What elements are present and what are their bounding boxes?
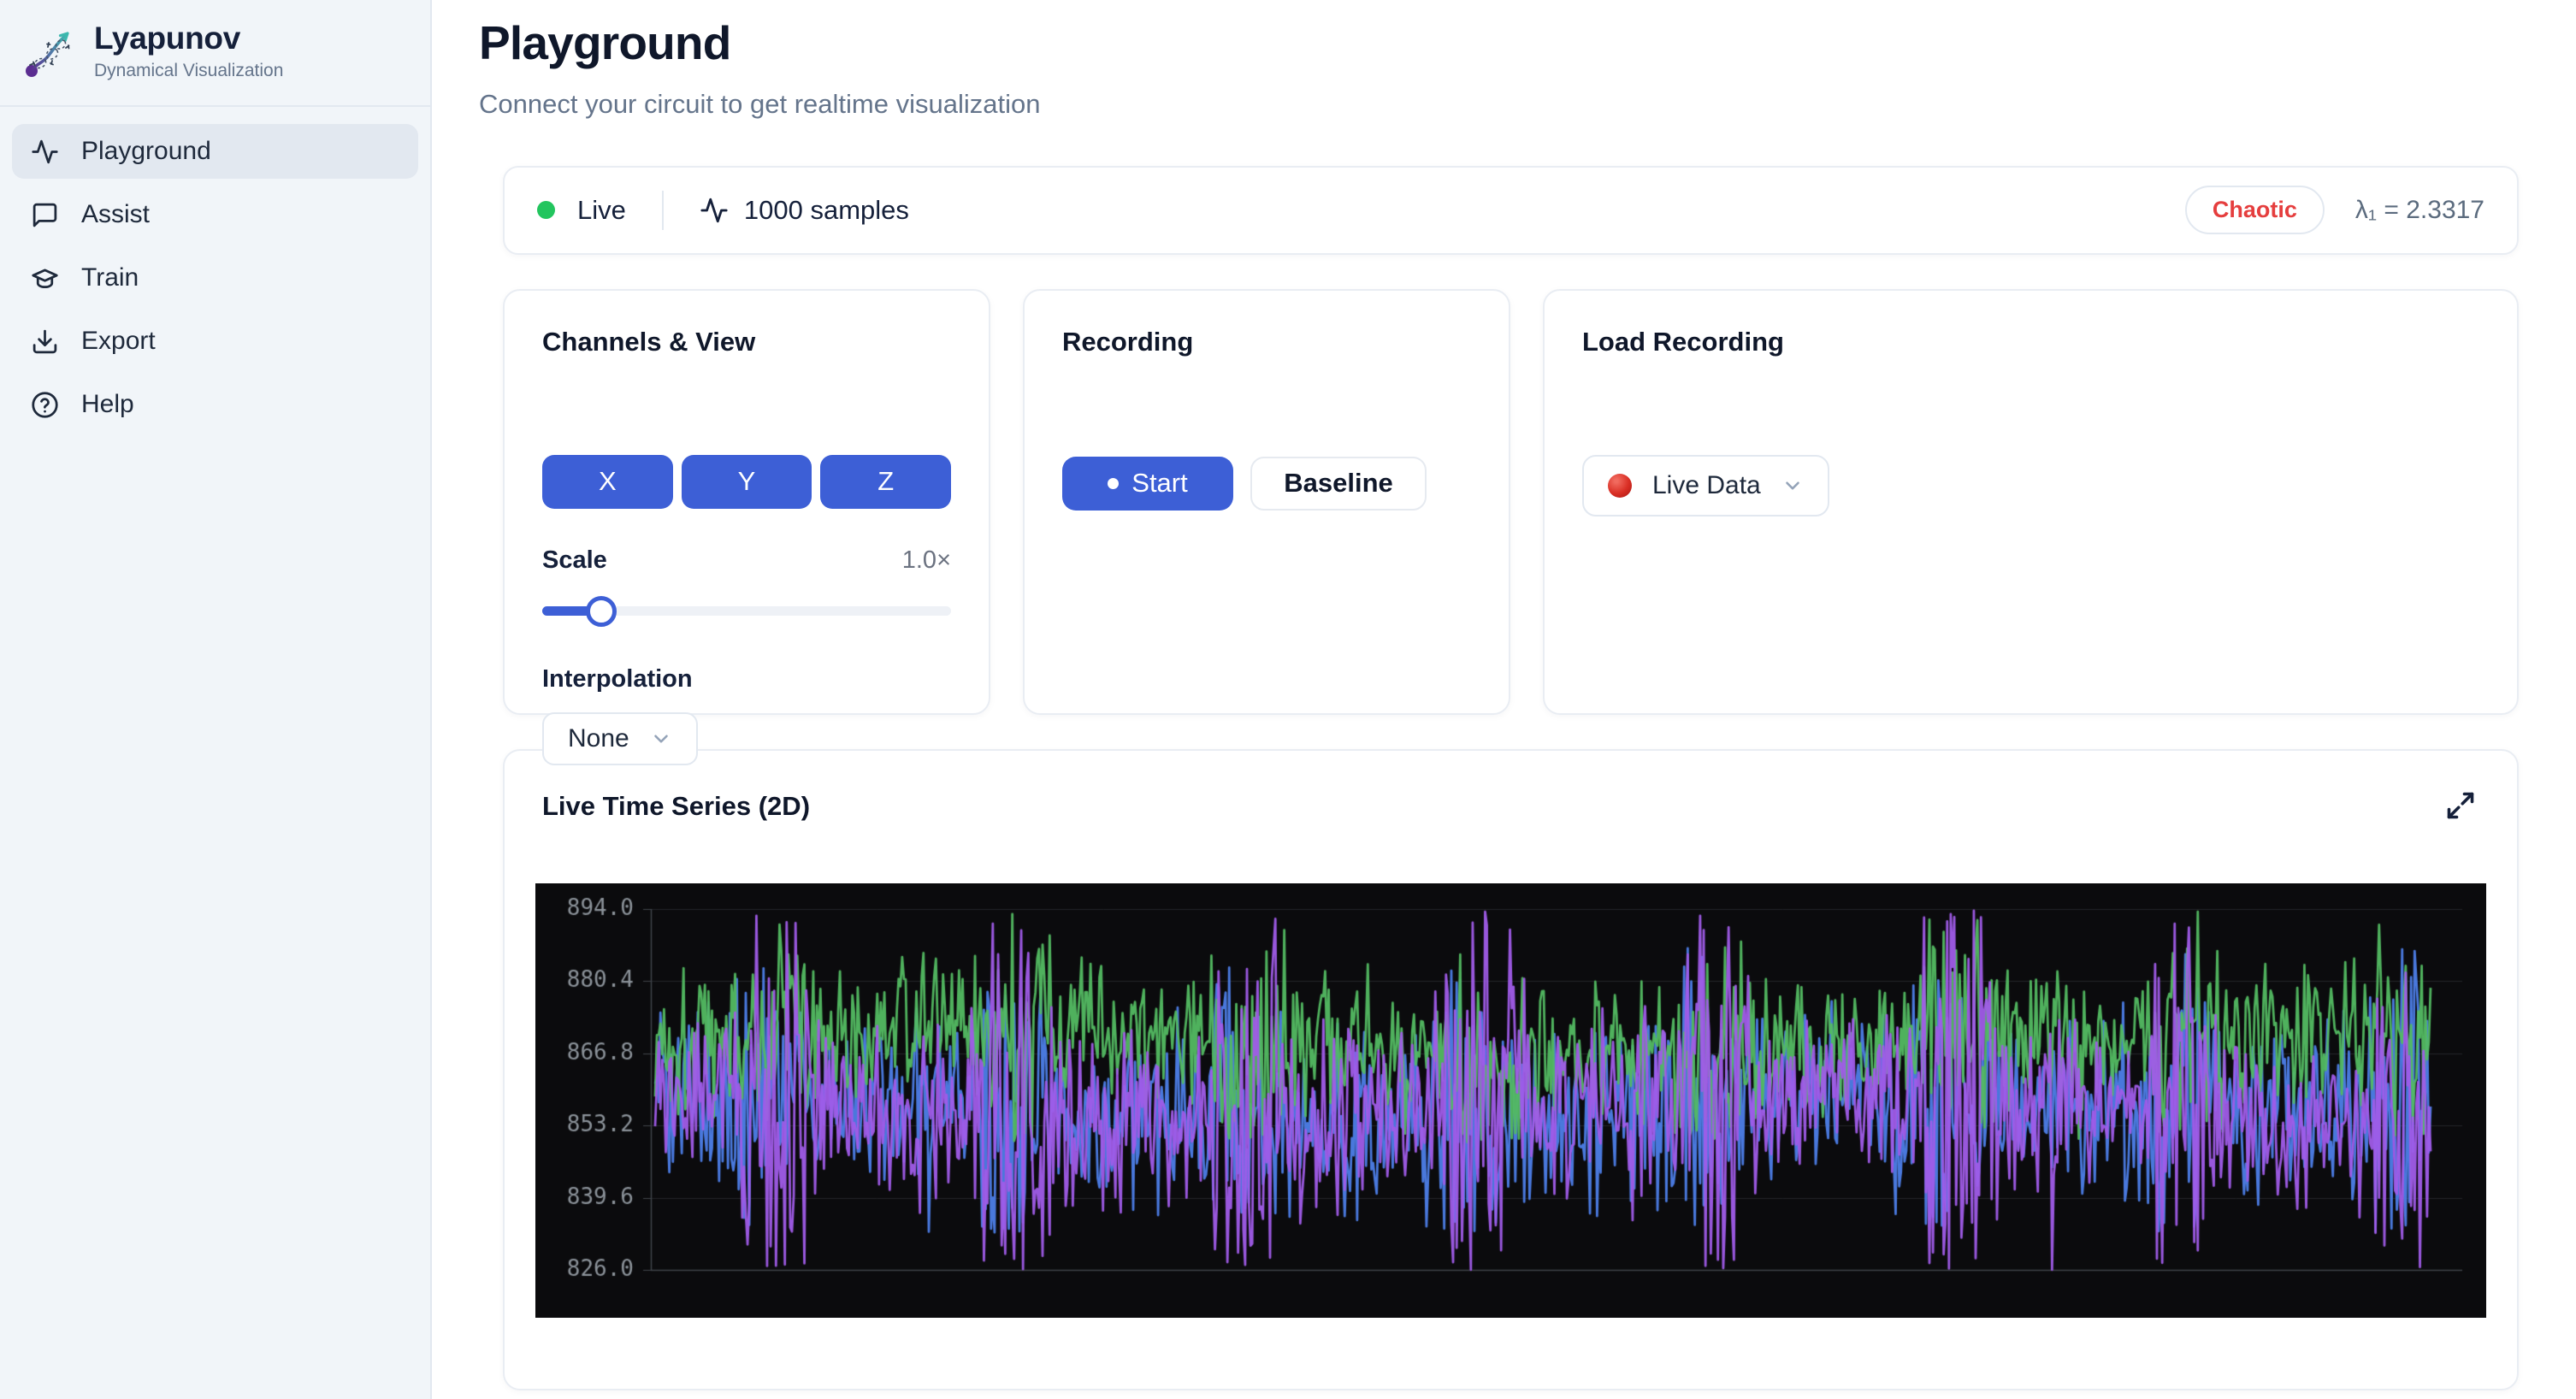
page-subtitle: Connect your circuit to get realtime vis… [479, 88, 1041, 119]
app-name: Lyapunov [94, 21, 240, 56]
sidebar-item-help[interactable]: Help [12, 377, 418, 432]
card-title: Recording [1062, 326, 1194, 357]
help-circle-icon [32, 391, 58, 418]
sidebar-item-label: Export [81, 327, 156, 355]
record-dot-icon [1108, 477, 1120, 489]
scale-value: 1.0× [901, 546, 951, 574]
sidebar-item-export[interactable]: Export [12, 314, 418, 369]
sidebar-item-label: Train [81, 263, 139, 292]
red-circle-icon [1608, 473, 1632, 498]
sidebar-item-label: Help [81, 390, 134, 418]
slider-thumb[interactable] [586, 595, 617, 627]
activity-icon [32, 139, 58, 163]
live-dot-icon [537, 201, 555, 220]
message-icon [32, 203, 57, 227]
start-label: Start [1131, 468, 1188, 499]
start-recording-button[interactable]: Start [1062, 456, 1233, 511]
samples-label: 1000 samples [743, 194, 909, 225]
main-content: Playground Connect your circuit to get r… [432, 0, 2576, 1399]
sidebar: Lyapunov Dynamical Visualization Playgro… [0, 0, 432, 1399]
chart-title: Live Time Series (2D) [542, 791, 811, 822]
control-cards-row: Channels & View X Y Z Scale 1.0× Interpo… [503, 288, 2519, 765]
interpolation-value: None [568, 723, 629, 753]
scale-label: Scale [542, 546, 607, 574]
card-title: Load Recording [1582, 326, 1784, 357]
interpolation-label: Interpolation [542, 664, 693, 693]
channel-x-button[interactable]: X [542, 454, 673, 509]
live-label: Live [577, 194, 626, 225]
samples-status: 1000 samples [700, 195, 909, 226]
chart-surface [535, 882, 2486, 1318]
scale-slider [542, 595, 951, 627]
activity-icon [700, 198, 728, 222]
baseline-button[interactable]: Baseline [1250, 456, 1427, 511]
load-recording-card: Load Recording Live Data [1543, 288, 2519, 715]
download-icon [32, 329, 57, 353]
graduation-cap-icon [32, 269, 58, 288]
chevron-down-icon [653, 735, 668, 743]
time-series-card: Live Time Series (2D) [503, 748, 2519, 1390]
lyapunov-exponent: λ₁ = 2.3317 [2354, 195, 2484, 224]
divider [661, 190, 664, 230]
sidebar-nav: Playground Assist Train Export Help [0, 107, 430, 449]
chart-header: Live Time Series (2D) [535, 787, 2486, 827]
sidebar-item-train[interactable]: Train [12, 251, 418, 305]
content-area: Live 1000 samples Chaotic λ₁ = 2.3317 Ch… [503, 165, 2519, 1390]
card-title: Channels & View [542, 326, 756, 357]
logo-trajectory-icon [26, 31, 70, 77]
recording-card: Recording Start Baseline [1023, 288, 1510, 715]
time-series-chart [535, 882, 2486, 1318]
interpolation-select[interactable]: None [542, 711, 698, 765]
sidebar-item-playground[interactable]: Playground [12, 124, 418, 179]
slider-track[interactable] [542, 605, 951, 616]
brand-text: Lyapunov Dynamical Visualization [94, 21, 283, 81]
channel-toggle-group: X Y Z [542, 454, 952, 509]
channels-view-card: Channels & View X Y Z Scale 1.0× Interpo… [503, 288, 990, 765]
brand: Lyapunov Dynamical Visualization [0, 0, 430, 107]
status-left: Live 1000 samples [537, 190, 909, 230]
status-bar: Live 1000 samples Chaotic λ₁ = 2.3317 [503, 165, 2519, 255]
recording-buttons: Start Baseline [1062, 456, 1471, 511]
sidebar-item-label: Assist [81, 200, 151, 228]
scale-row: Scale 1.0× [542, 546, 951, 575]
sidebar-item-assist[interactable]: Assist [12, 187, 418, 242]
regime-badge: Chaotic [2184, 186, 2325, 235]
status-right: Chaotic λ₁ = 2.3317 [2184, 186, 2484, 235]
channel-z-button[interactable]: Z [820, 454, 952, 509]
app-tagline: Dynamical Visualization [94, 61, 284, 80]
expand-chart-button[interactable] [2442, 787, 2479, 827]
expand-icon [2447, 792, 2474, 818]
page-title: Playground [479, 16, 731, 69]
slider-fill [542, 605, 602, 616]
channel-y-button[interactable]: Y [681, 454, 812, 509]
sidebar-item-label: Playground [81, 137, 211, 165]
recording-source-select[interactable]: Live Data [1582, 454, 1829, 517]
chevron-down-icon [1785, 481, 1799, 490]
recording-source-value: Live Data [1652, 470, 1761, 499]
